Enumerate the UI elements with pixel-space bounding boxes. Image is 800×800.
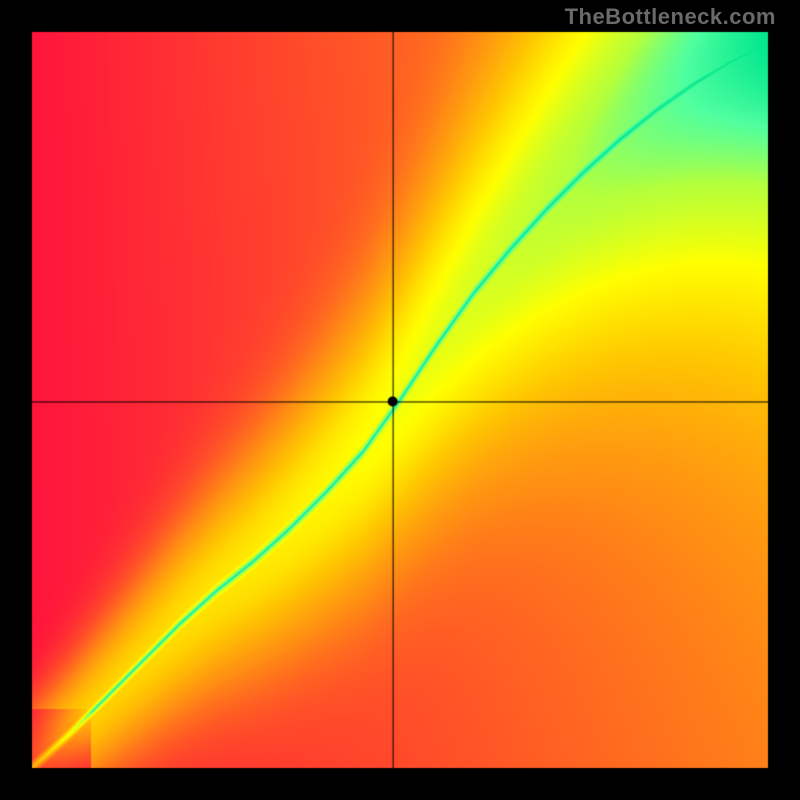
watermark-text: TheBottleneck.com: [565, 4, 776, 30]
bottleneck-heatmap-canvas: [0, 0, 800, 800]
chart-root: { "type": "heatmap", "canvas": { "width"…: [0, 0, 800, 800]
